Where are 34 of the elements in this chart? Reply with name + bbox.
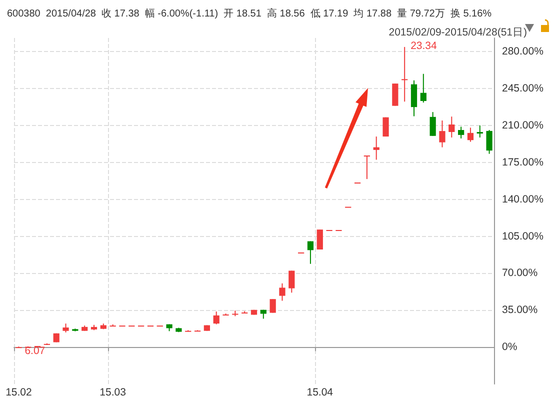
annotation: 23.34 xyxy=(410,40,438,52)
candlestick xyxy=(410,80,418,117)
chart-subtitle: 2015/02/09-2015/04/28(51日) xyxy=(388,26,528,38)
y-tick-label: 280.00% xyxy=(502,46,544,58)
y-tick-label: 210.00% xyxy=(502,120,544,132)
candlestick xyxy=(288,270,295,294)
candlestick xyxy=(307,240,314,264)
candlestick xyxy=(458,126,464,139)
chart-title: 600380 2015/04/28 收 17.38 幅 -6.00%(-1.11) 开 18.51 高 18.56 低 17.19 均 17.88 量 79.72万 换 5.16% xyxy=(7,8,492,20)
candlestick xyxy=(420,73,426,104)
y-tick-label: 245.00% xyxy=(502,82,544,95)
candlestick xyxy=(316,229,323,250)
candlestick xyxy=(392,83,398,106)
y-tick-label: 175.00% xyxy=(502,156,544,168)
candlestick xyxy=(270,298,276,314)
candlestick xyxy=(213,311,220,325)
y-tick-label: 35.00% xyxy=(502,304,538,316)
candlestick xyxy=(467,127,474,142)
candlestick xyxy=(373,136,380,160)
y-tick-label: 140.00% xyxy=(502,193,544,206)
y-tick-label: 70.00% xyxy=(502,267,538,280)
candlestick xyxy=(486,129,492,154)
candlestick xyxy=(402,46,408,102)
candlestick xyxy=(439,120,446,148)
y-tick-label: 105.00% xyxy=(502,230,544,242)
x-tick-label: 15.03 xyxy=(100,386,126,398)
candlestick xyxy=(448,116,455,138)
x-tick-label: 15.02 xyxy=(6,386,32,398)
candlestick xyxy=(476,124,483,138)
candlestick xyxy=(430,112,436,136)
candlestick xyxy=(279,282,286,302)
x-tick-label: 15.04 xyxy=(306,386,334,398)
candlestick xyxy=(364,155,370,180)
y-tick-label: 0% xyxy=(502,341,518,354)
